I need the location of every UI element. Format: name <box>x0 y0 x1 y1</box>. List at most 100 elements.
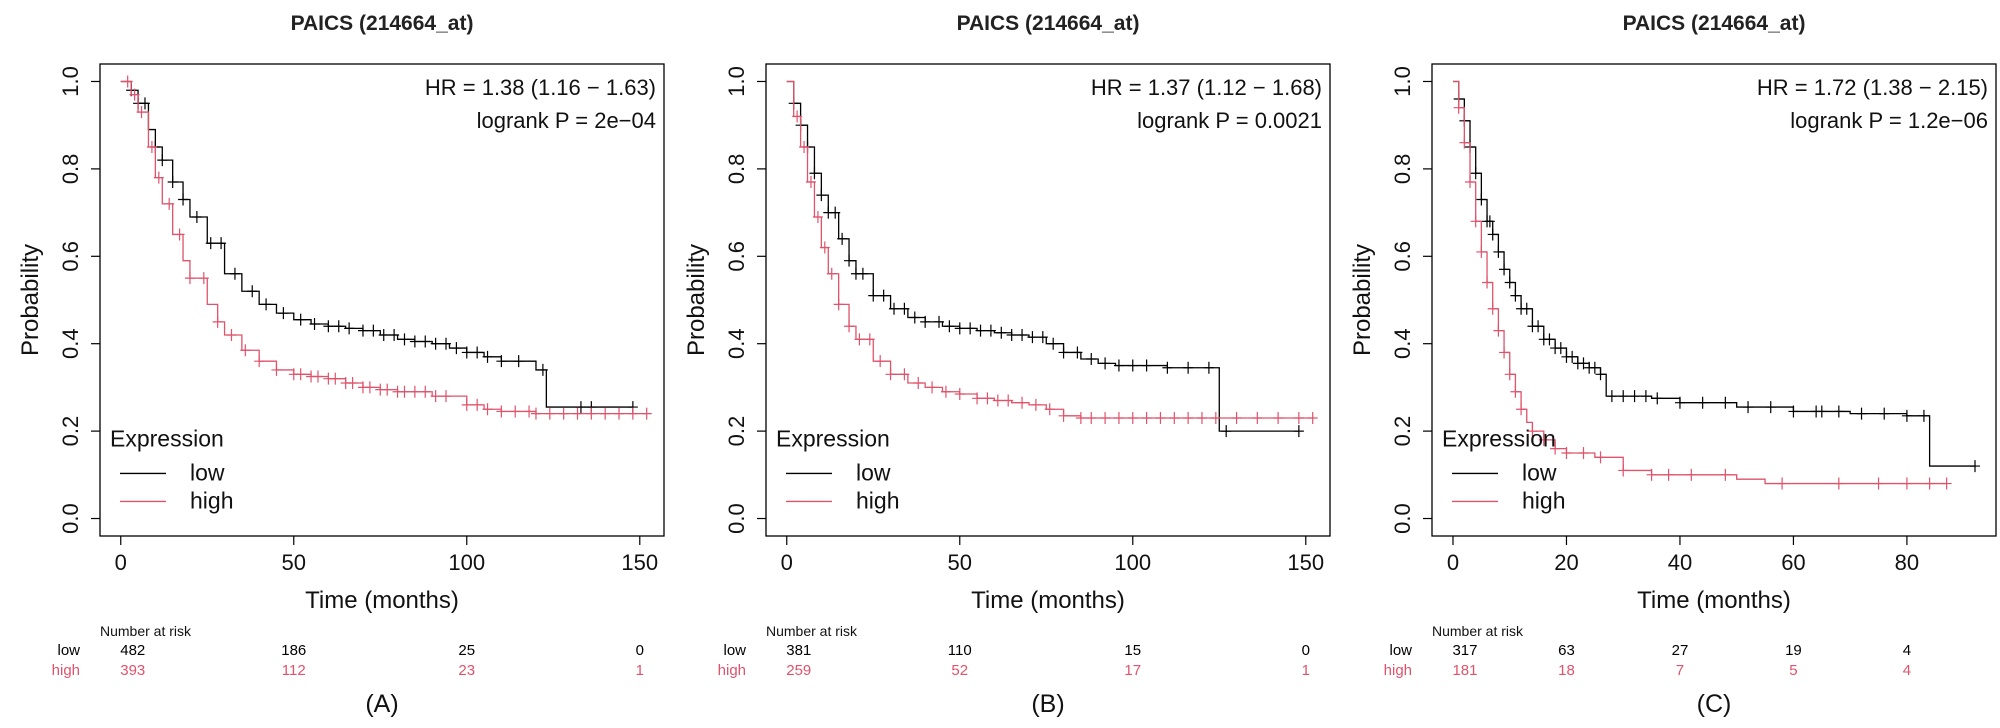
censor-mark-high <box>472 398 483 411</box>
censor-mark-low <box>1037 331 1048 344</box>
censor-mark-low <box>1293 425 1304 438</box>
censor-mark-low <box>1162 361 1173 374</box>
censor-mark-high <box>1516 403 1527 416</box>
logrank-text: logrank P = 2e−04 <box>477 108 656 133</box>
hazard-ratio-text: HR = 1.38 (1.16 − 1.63) <box>425 75 656 100</box>
risk-count-low: 19 <box>1785 642 1802 659</box>
censor-mark-high <box>1127 412 1138 424</box>
plot-frame <box>99 63 665 537</box>
censor-mark-high <box>1833 477 1844 490</box>
hazard-ratio-text: HR = 1.72 (1.38 − 2.15) <box>1757 75 1988 100</box>
censor-mark-high <box>1141 412 1152 424</box>
censor-mark-high <box>1100 412 1111 424</box>
censor-mark-low <box>844 254 855 267</box>
censor-mark-low <box>996 326 1007 339</box>
censor-mark-high <box>1777 477 1788 490</box>
y-axis-label: Probability <box>1349 244 1376 356</box>
censor-mark-high <box>184 272 195 285</box>
censor-mark-high <box>1595 451 1606 464</box>
censor-mark-high <box>1086 412 1097 424</box>
risk-count-high: 181 <box>1452 662 1477 679</box>
censor-mark-high <box>254 355 265 368</box>
censor-mark-high <box>1527 425 1538 438</box>
censor-mark-low <box>1006 328 1017 341</box>
chart-title: PAICS (214664_at) <box>957 12 1140 35</box>
censor-mark-high <box>1618 464 1629 477</box>
risk-table-header: Number at risk <box>766 623 858 639</box>
km-curve-high <box>1452 80 1947 485</box>
censor-mark-high <box>1646 468 1657 481</box>
censor-mark-high <box>409 385 420 398</box>
censor-mark-high <box>1487 302 1498 315</box>
censor-mark-high <box>844 320 855 333</box>
risk-count-low: 4 <box>1903 642 1911 659</box>
censor-mark-high <box>885 368 896 381</box>
censor-mark-high <box>420 385 431 398</box>
censor-mark-low <box>837 232 848 245</box>
censor-mark-low <box>944 320 955 333</box>
censor-mark-low <box>878 289 889 302</box>
censor-mark-low <box>1788 405 1799 418</box>
censor-mark-high <box>982 392 993 405</box>
y-tick-label: 0.4 <box>58 328 83 359</box>
censor-mark-high <box>153 171 164 184</box>
censor-mark-high <box>1476 245 1487 258</box>
panel-label: (A) <box>365 690 398 718</box>
y-tick-label: 1.0 <box>58 66 83 97</box>
risk-count-low: 63 <box>1558 642 1575 659</box>
x-tick-label: 40 <box>1668 550 1692 575</box>
censor-mark-low <box>205 237 216 250</box>
censor-mark-low <box>830 206 841 219</box>
censor-mark-low <box>378 328 389 341</box>
censor-mark-high <box>198 272 209 285</box>
censor-mark-high <box>1307 412 1318 424</box>
censor-mark-high <box>927 381 938 394</box>
censor-mark-high <box>586 407 597 420</box>
censor-mark-low <box>1697 396 1708 409</box>
censor-mark-high <box>1482 276 1493 289</box>
risk-row-label-low: low <box>723 642 746 659</box>
censor-mark-high <box>530 407 541 420</box>
censor-mark-high <box>226 328 237 341</box>
censor-mark-low <box>482 350 493 363</box>
censor-mark-low <box>965 322 976 335</box>
censor-mark-low <box>899 302 910 315</box>
censor-mark-high <box>1030 398 1041 411</box>
censor-mark-high <box>1273 412 1284 424</box>
censor-mark-high <box>129 88 140 101</box>
censor-mark-high <box>854 333 865 346</box>
censor-mark-high <box>312 370 323 383</box>
risk-count-high: 393 <box>120 662 145 679</box>
censor-mark-low <box>1544 333 1555 346</box>
censor-mark-high <box>940 385 951 398</box>
censor-mark-low <box>1048 337 1059 350</box>
x-tick-label: 80 <box>1895 550 1919 575</box>
censor-mark-low <box>167 176 178 188</box>
censor-mark-high <box>1493 324 1504 337</box>
censor-mark-high <box>482 403 493 416</box>
censor-mark-high <box>330 372 341 385</box>
x-axis-label: Time (months) <box>1637 587 1791 614</box>
plot-frame <box>1431 63 1997 537</box>
censor-mark-high <box>136 106 147 119</box>
legend-label-high: high <box>856 487 899 513</box>
censor-mark-high <box>614 407 625 420</box>
censor-mark-high <box>1196 412 1207 424</box>
censor-mark-low <box>816 189 827 202</box>
censor-mark-high <box>1499 346 1510 359</box>
censor-mark-low <box>954 322 965 335</box>
censor-mark-high <box>164 197 175 210</box>
risk-row-label-high: high <box>52 662 80 679</box>
x-axis-label: Time (months) <box>305 587 459 614</box>
y-tick-label: 1.0 <box>1390 66 1415 97</box>
km-curve-low <box>1452 80 1976 467</box>
censor-mark-low <box>1606 390 1617 403</box>
y-tick-label: 0.0 <box>1390 503 1415 534</box>
risk-count-low: 0 <box>1302 642 1310 659</box>
legend-title: Expression <box>776 425 890 451</box>
censor-mark-high <box>826 267 837 280</box>
censor-mark-low <box>1521 302 1532 315</box>
censor-mark-low <box>430 337 441 350</box>
km-curve-low <box>786 80 1299 432</box>
censor-mark-low <box>920 315 931 328</box>
